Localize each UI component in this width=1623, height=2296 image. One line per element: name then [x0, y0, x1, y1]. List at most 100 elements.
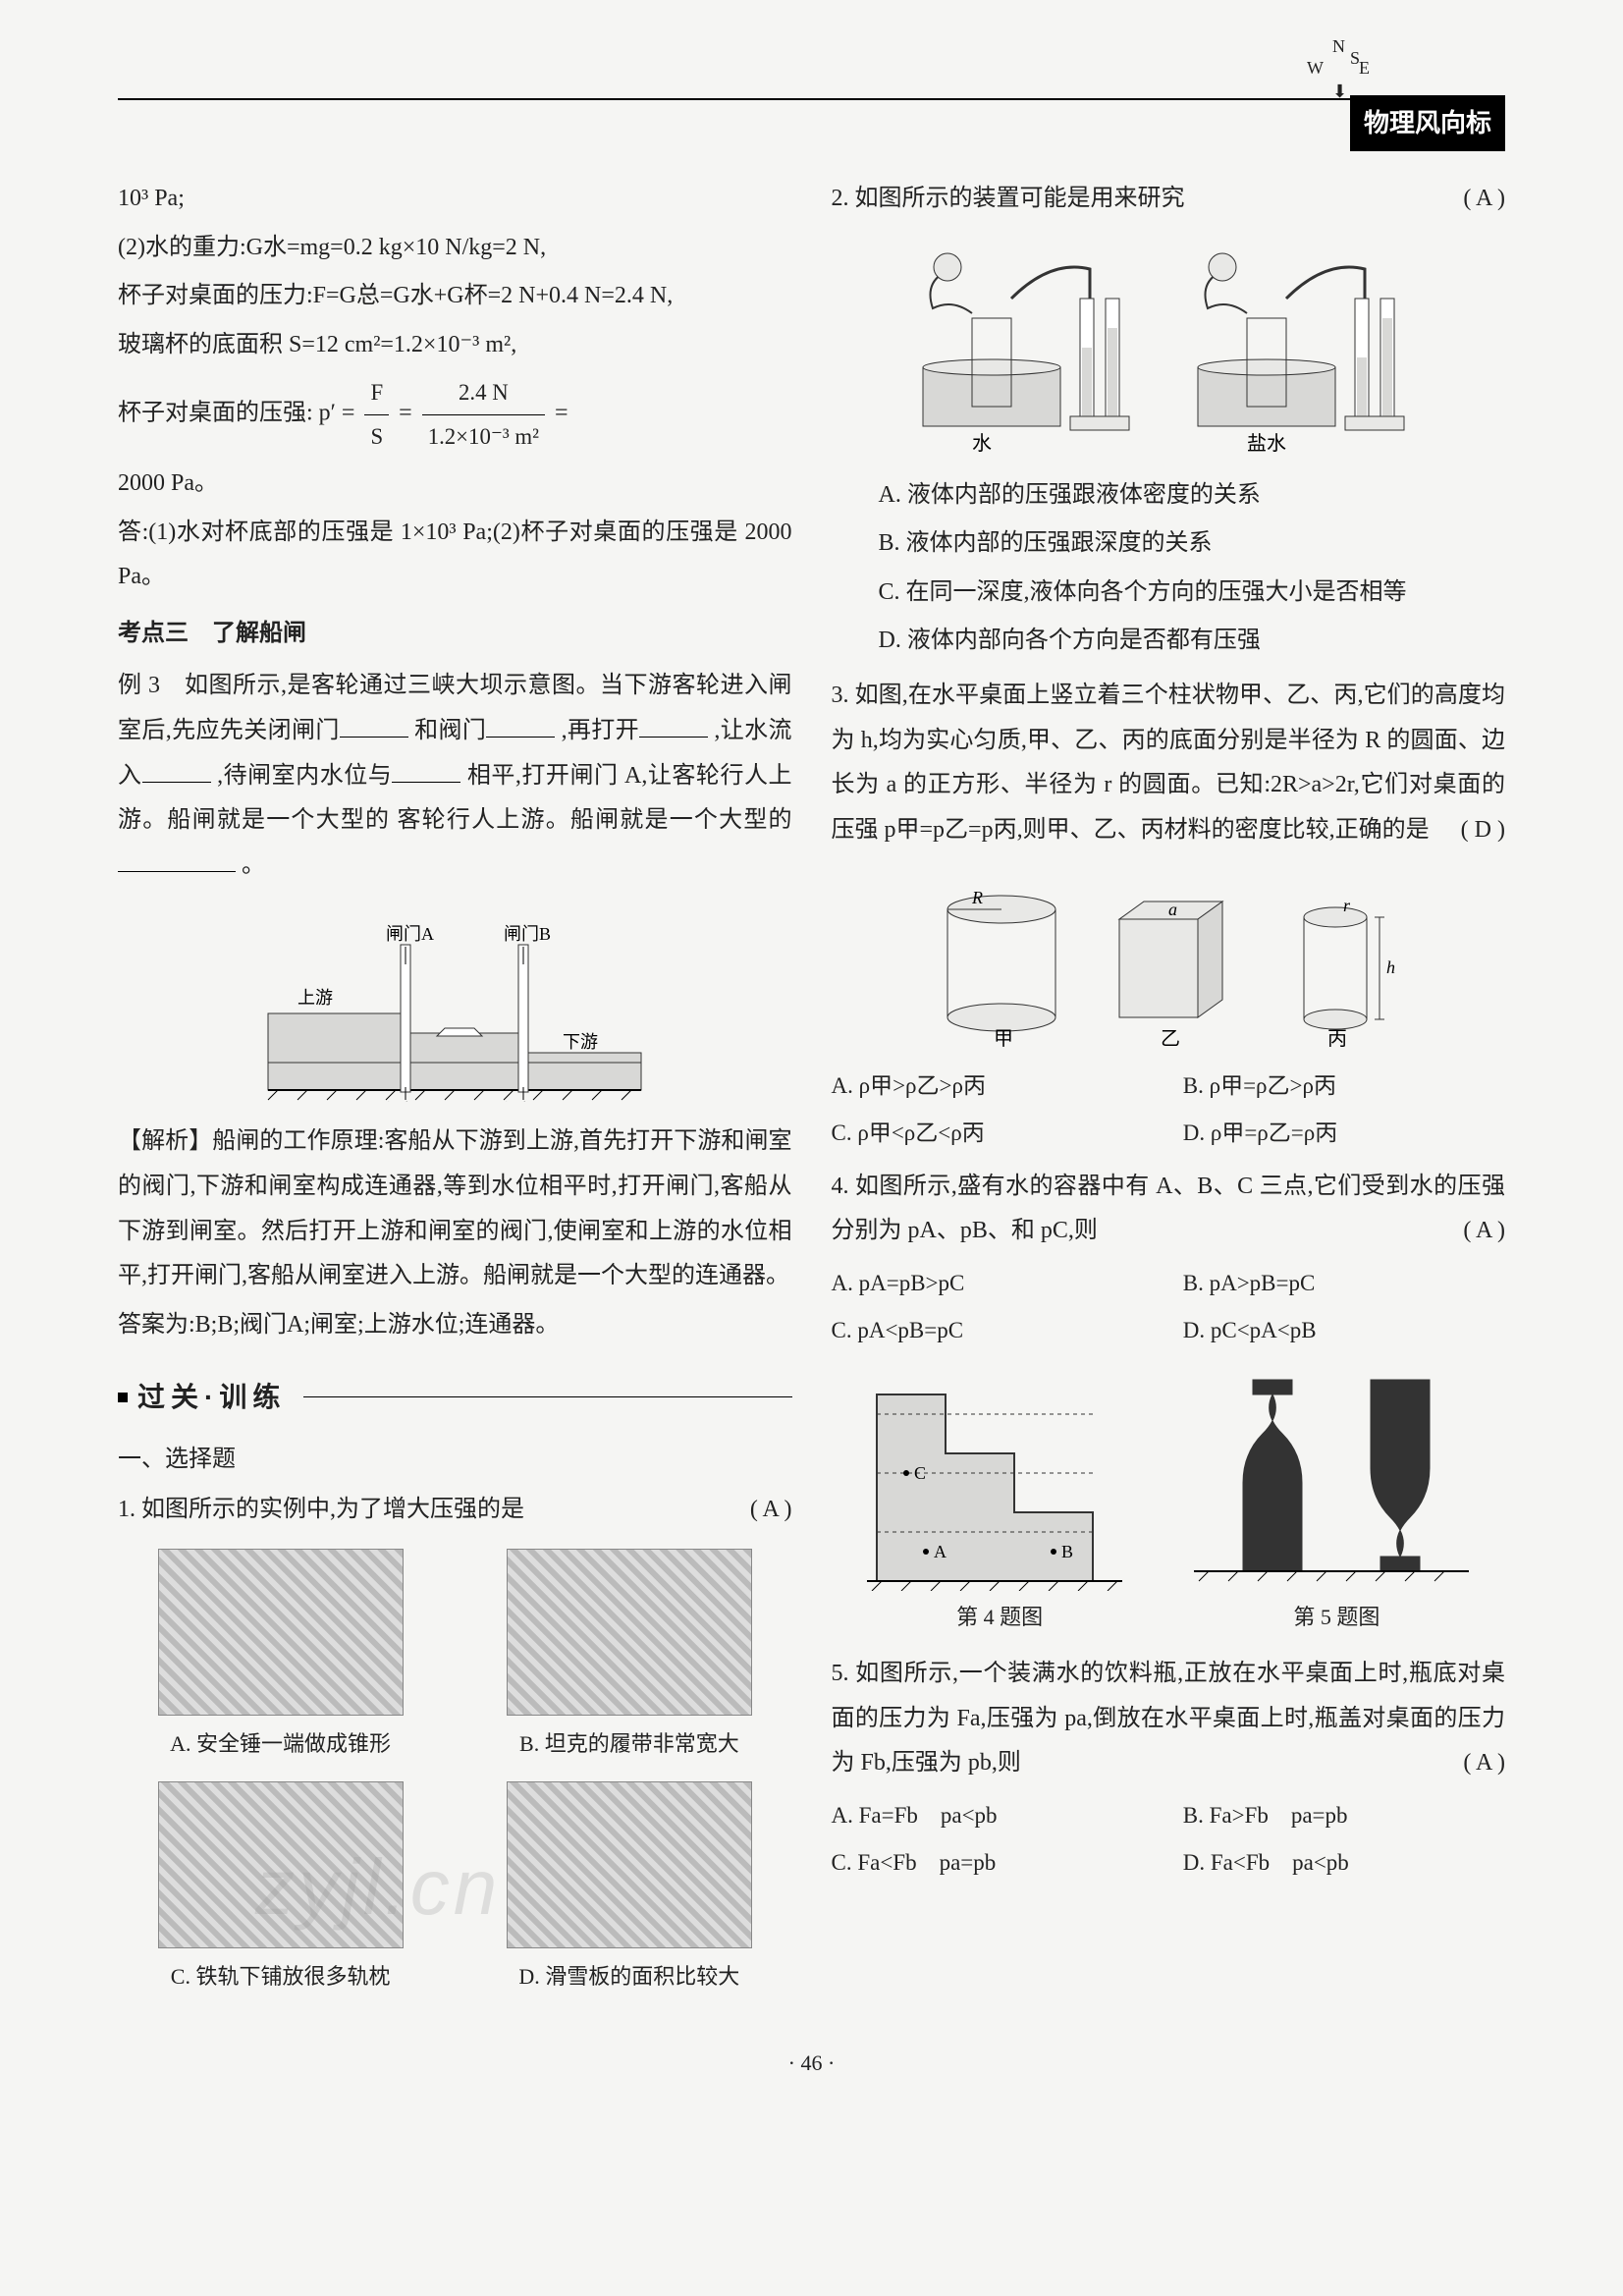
divider — [303, 1396, 791, 1397]
text-line: (2)水的重力:G水=mg=0.2 kg×10 N/kg=2 N, — [118, 226, 792, 271]
q1-image-c: C. 铁轨下铺放很多轨枕 — [118, 1781, 443, 1997]
svg-text:甲: 甲 — [994, 1028, 1013, 1047]
compass-s-alt: ⬇ — [1332, 82, 1347, 102]
q2-opt-b: B. 液体内部的压强跟深度的关系 — [832, 521, 1506, 567]
svg-text:h: h — [1386, 957, 1395, 977]
question-2: 2. 如图所示的装置可能是用来研究 ( A ) — [832, 177, 1506, 664]
q5-opt-c: C. Fa<Fb pa=pb — [832, 1841, 1154, 1885]
q2-options: A. 液体内部的压强跟液体密度的关系 B. 液体内部的压强跟深度的关系 C. 在… — [832, 473, 1506, 664]
q3-stem: 3. 如图,在水平桌面上竖立着三个柱状物甲、乙、丙,它们的高度均为 h,均为实心… — [832, 683, 1506, 843]
q5-stem: 5. 如图所示,一个装满水的饮料瓶,正放在水平桌面上时,瓶底对桌面的压力为 Fa… — [832, 1661, 1506, 1776]
fill-blank — [340, 709, 408, 738]
fig5-caption: 第 5 题图 — [1293, 1597, 1380, 1638]
svg-text:阀门B: 阀门B — [504, 1101, 551, 1102]
question-1: 1. 如图所示的实例中,为了增大压强的是 ( A ) A. 安全锤一端做成锥形 … — [118, 1488, 792, 1997]
fraction-den: S — [364, 415, 389, 458]
q3-opt-c: C. ρ甲<ρ乙<ρ丙 — [832, 1112, 1154, 1155]
q1-image-b: B. 坦克的履带非常宽大 — [466, 1549, 791, 1765]
q5-figure — [1194, 1365, 1469, 1591]
svg-text:阀门A: 阀门A — [386, 1101, 434, 1102]
q2-opt-a: A. 液体内部的压强跟液体密度的关系 — [832, 473, 1506, 519]
q5-opt-d: D. Fa<Fb pa<pb — [1183, 1841, 1505, 1885]
q1-caption-a: A. 安全锤一端做成锥形 — [118, 1723, 443, 1765]
q1-image-a: A. 安全锤一端做成锥形 — [118, 1549, 443, 1765]
example-3: 例 3 如图所示,是客轮通过三峡大坝示意图。当下游客轮进入闸室后,先应先关闭闸门… — [118, 664, 792, 888]
answer-text: 答:(1)水对杯底部的压强是 1×10³ Pa;(2)杯子对桌面的压强是 200… — [118, 511, 792, 600]
tank-photo — [507, 1549, 752, 1716]
q3-opt-d: D. ρ甲=ρ乙=ρ丙 — [1183, 1112, 1505, 1155]
svg-text:丙: 丙 — [1327, 1028, 1347, 1047]
svg-text:C: C — [914, 1463, 926, 1483]
q3-diagram: R 甲 a 乙 r h — [832, 870, 1506, 1047]
right-column: 2. 如图所示的装置可能是用来研究 ( A ) — [832, 177, 1506, 2013]
page-number: · 46 · — [118, 2043, 1505, 2084]
svg-text:a: a — [1168, 900, 1177, 919]
content-columns: 10³ Pa; (2)水的重力:G水=mg=0.2 kg×10 N/kg=2 N… — [118, 177, 1505, 2013]
q1-image-d: D. 滑雪板的面积比较大 — [466, 1781, 791, 1997]
q1-caption-d: D. 滑雪板的面积比较大 — [466, 1956, 791, 1997]
svg-text:闸门B: 闸门B — [504, 924, 551, 944]
text-line: 玻璃杯的底面积 S=12 cm²=1.2×10⁻³ m², — [118, 323, 792, 368]
text-line: 杯子对桌面的压力:F=G总=G水+G杯=2 N+0.4 N=2.4 N, — [118, 274, 792, 319]
formula-pre: 杯子对桌面的压强: p′ = — [118, 401, 360, 426]
compass-s: S — [1350, 49, 1360, 69]
svg-text:闸门A: 闸门A — [386, 924, 434, 944]
q4-q5-figures: C A B — [832, 1365, 1506, 1591]
formula-line: 杯子对桌面的压强: p′ = F S = 2.4 N 1.2×10⁻³ m² = — [118, 371, 792, 458]
q3-opt-b: B. ρ甲=ρ乙>ρ丙 — [1183, 1065, 1505, 1108]
analysis-block: 【解析】船闸的工作原理:客船从下游到上游,首先打开下游和闸室的阀门,下游和闸室构… — [118, 1120, 792, 1298]
equals: = — [399, 401, 418, 426]
book-title: 物理风向标 — [1350, 95, 1505, 151]
q1-caption-b: B. 坦克的履带非常宽大 — [466, 1723, 791, 1765]
bullet-icon — [118, 1393, 128, 1402]
q3-options: A. ρ甲>ρ乙>ρ丙 B. ρ甲=ρ乙>ρ丙 C. ρ甲<ρ乙<ρ丙 D. ρ… — [832, 1065, 1506, 1154]
text-line: 2000 Pa。 — [118, 462, 792, 507]
compass-icon: N E ⬇ W S — [1309, 41, 1368, 100]
ship-lock-diagram: 上游 下游 闸门A 闸门B 阀门A 阀门B — [118, 905, 792, 1102]
hammer-photo — [158, 1549, 404, 1716]
q4-stem: 4. 如图所示,盛有水的容器中有 A、B、C 三点,它们受到水的压强分别为 pA… — [832, 1174, 1506, 1244]
fill-blank — [486, 709, 555, 738]
question-3: 3. 如图,在水平桌面上竖立着三个柱状物甲、乙、丙,它们的高度均为 h,均为实心… — [832, 674, 1506, 1155]
svg-text:B: B — [1061, 1542, 1073, 1561]
ski-photo — [507, 1781, 752, 1948]
compass-n: N — [1332, 37, 1345, 57]
svg-text:r: r — [1343, 896, 1351, 915]
ex3-tail: 客轮行人上游。船闸就是一个大型的 — [397, 807, 791, 833]
q2-opt-d: D. 液体内部向各个方向是否都有压强 — [832, 619, 1506, 664]
fraction-num: F — [364, 371, 389, 414]
answer-label: 答案为: — [118, 1312, 195, 1338]
svg-text:上游: 上游 — [298, 988, 333, 1008]
q5-opt-b: B. Fa>Fb pa=pb — [1183, 1794, 1505, 1837]
svg-text:盐水: 盐水 — [1247, 432, 1286, 455]
question-5: 5. 如图所示,一个装满水的饮料瓶,正放在水平桌面上时,瓶底对桌面的压力为 Fa… — [832, 1652, 1506, 1884]
q4-opt-b: B. pA>pB=pC — [1183, 1262, 1505, 1305]
q1-stem: 1. 如图所示的实例中,为了增大压强的是 — [118, 1497, 524, 1522]
q5-opt-a: A. Fa=Fb pa<pb — [832, 1794, 1154, 1837]
compass-e: E — [1359, 59, 1370, 79]
subsection-heading: 一、选择题 — [118, 1438, 792, 1483]
analysis-text: 船闸的工作原理:客船从下游到上游,首先打开下游和闸室的阀门,下游和闸室构成连通器… — [118, 1128, 792, 1288]
svg-text:水: 水 — [972, 432, 992, 455]
fill-blank — [392, 754, 460, 783]
fill-blank — [118, 844, 236, 872]
q4-opt-c: C. pA<pB=pC — [832, 1309, 1154, 1352]
fill-blank — [639, 709, 708, 738]
q4-options: A. pA=pB>pC B. pA>pB=pC C. pA<pB=pC D. p… — [832, 1262, 1506, 1351]
q3-opt-a: A. ρ甲>ρ乙>ρ丙 — [832, 1065, 1154, 1108]
fraction: F S — [364, 371, 389, 458]
q4-figure: C A B — [867, 1365, 1122, 1591]
svg-text:A: A — [934, 1542, 947, 1561]
q2-answer: ( A ) — [1463, 177, 1505, 222]
formula-post: = — [555, 401, 568, 426]
answer-block: 答案为:B;B;阀门A;闸室;上游水位;连通器。 — [118, 1303, 792, 1348]
q1-answer: ( A ) — [750, 1488, 792, 1533]
compass-w: W — [1307, 59, 1324, 79]
section-heading: 过关·训练 — [118, 1371, 792, 1423]
answer-text: B;B;阀门A;闸室;上游水位;连通器。 — [195, 1312, 560, 1338]
q4-opt-a: A. pA=pB>pC — [832, 1262, 1154, 1305]
fraction-den: 1.2×10⁻³ m² — [422, 415, 545, 458]
analysis-label: 【解析】 — [118, 1128, 212, 1154]
fraction-num: 2.4 N — [422, 371, 545, 414]
page-header: N E ⬇ W S 物理风向标 — [118, 98, 1505, 147]
